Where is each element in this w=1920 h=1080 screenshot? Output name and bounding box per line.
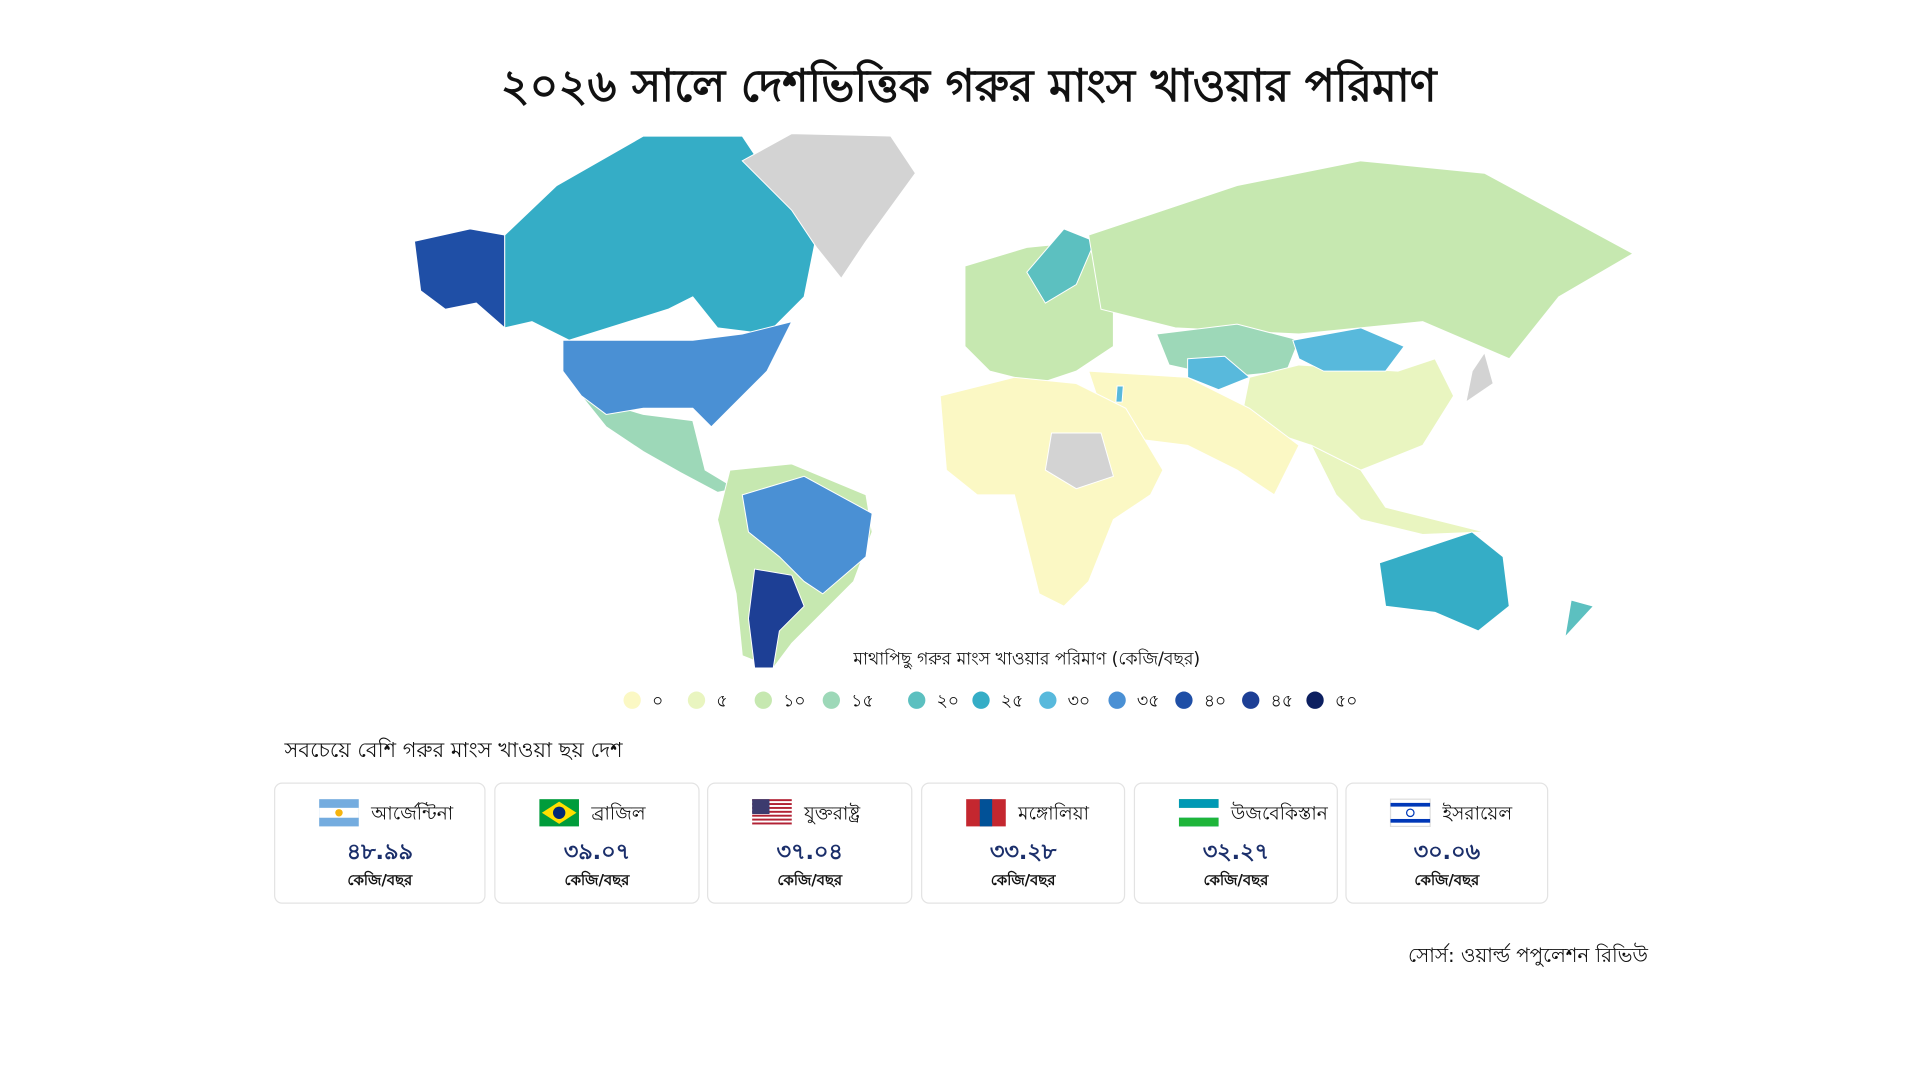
country [747,568,805,669]
legend-swatch [822,691,840,709]
country-name: ব্রাজিল [590,803,646,825]
flag-part [552,806,566,819]
region [1026,228,1096,304]
region [939,376,1164,607]
region [1465,351,1494,404]
region [1564,599,1595,639]
region [1088,160,1634,360]
flag-part [1405,808,1415,818]
flag-part [752,822,792,825]
country-value: ৩২.২৭ [1203,839,1269,865]
legend-label: ৫০ [1335,691,1357,711]
country-card: যুক্তরাষ্ট্র ৩৭.০৪ কেজি/বছর [707,782,913,904]
legend-swatch [1175,691,1193,709]
legend-label: ২০ [936,691,959,711]
legend-label: ৩৫ [1137,691,1159,711]
region [1378,531,1510,632]
country-unit: কেজি/বছর [1204,870,1270,889]
flag-part [752,806,792,809]
country-unit: কেজি/বছর [991,870,1057,889]
legend-label: ৪৫ [1271,691,1293,711]
world-map [413,133,1634,669]
legend-swatch [908,691,926,709]
legend: ০ ৫ ১০ ১৫ ২০ ২৫ ৩০ ৩৫ ৪০ ৪৫ ৫০ [623,691,1357,711]
source: সোর্স: ওয়ার্ল্ড পপুলেশন রিভিউ [1408,943,1648,967]
flag-part [752,814,792,817]
country-name: উজবেকিস্তান [1230,802,1329,825]
flag-part [1390,818,1431,823]
flag-part [1178,807,1219,818]
country-card: মঙ্গোলিয়া ৩৩.২৮ কেজি/বছর [921,782,1126,904]
flag-part [752,818,792,821]
legend-label: ৫ [716,691,727,711]
country-card: ইসরায়েল ৩০.০৬ কেজি/বছর [1345,782,1549,904]
legend-swatch [623,691,641,709]
country-name: মঙ্গোলিয়া [1017,803,1089,825]
country [1292,327,1405,372]
country [562,320,793,428]
flag-part [1178,817,1219,827]
flag-part [752,810,792,813]
country-unit: কেজি/বছর [1414,870,1480,889]
country-value: ৩০.০৬ [1414,839,1481,865]
legend-title: মাথাপিছু গরুর মাংস খাওয়ার পরিমাণ (কেজি/… [852,648,1200,669]
title: ২০২৬ সালে দেশভিত্তিক গরুর মাংস খাওয়ার প… [501,58,1439,112]
legend-label: ২৫ [1001,691,1023,711]
legend-swatch [754,691,772,709]
flag-part [335,809,343,817]
legend-swatch [972,691,990,709]
country-value: ৩৯.০৭ [564,839,630,865]
legend-swatch [1039,691,1057,709]
country [741,475,873,595]
country-unit: কেজি/বছর [777,870,843,889]
legend-label: ৩০ [1068,691,1091,711]
country-name: যুক্তরাষ্ট্র [803,802,861,825]
region [413,228,506,329]
country-value: ৪৮.৯৯ [347,839,413,865]
country-value: ৩৭.০৪ [777,839,843,865]
legend-label: ৪০ [1204,691,1226,711]
legend-label: ০ [652,691,663,711]
flag-part [752,803,792,806]
flag-part [752,799,770,815]
region [1310,444,1485,535]
country-unit: কেজি/বছর [565,870,631,889]
legend-label: ১৫ [851,691,873,711]
country-card: উজবেকিস্তান ৩২.২৭ কেজি/বছর [1133,782,1338,904]
country [1187,355,1251,391]
country-unit: কেজি/বছর [347,870,413,889]
region [1044,432,1115,490]
country-card: আর্জেন্টিনা ৪৮.৯৯ কেজি/বছর [274,782,486,904]
region [741,133,917,280]
country-name: ইসরায়েল [1441,803,1513,825]
legend-swatch [1242,691,1260,709]
legend-swatch [687,691,706,709]
section-title: সবচেয়ে বেশি গরুর মাংস খাওয়া ছয় দেশ [284,737,624,762]
country-value: ৩৩.২৮ [990,839,1057,865]
flag-part [752,799,792,802]
country-name: আর্জেন্টিনা [370,802,454,825]
flag-part [1178,799,1219,808]
country-card: ব্রাজিল ৩৯.০৭ কেজি/বছর [494,782,700,904]
cards: আর্জেন্টিনা ৪৮.৯৯ কেজি/বছর ব্রাজিল ৩৯.০৭ কেজি… [274,782,1549,904]
flag-part [979,799,993,827]
country [1115,385,1124,403]
legend-swatch [1306,691,1324,709]
legend-label: ১০ [783,691,805,711]
legend-swatch [1108,691,1126,709]
flag-part [1390,802,1431,807]
